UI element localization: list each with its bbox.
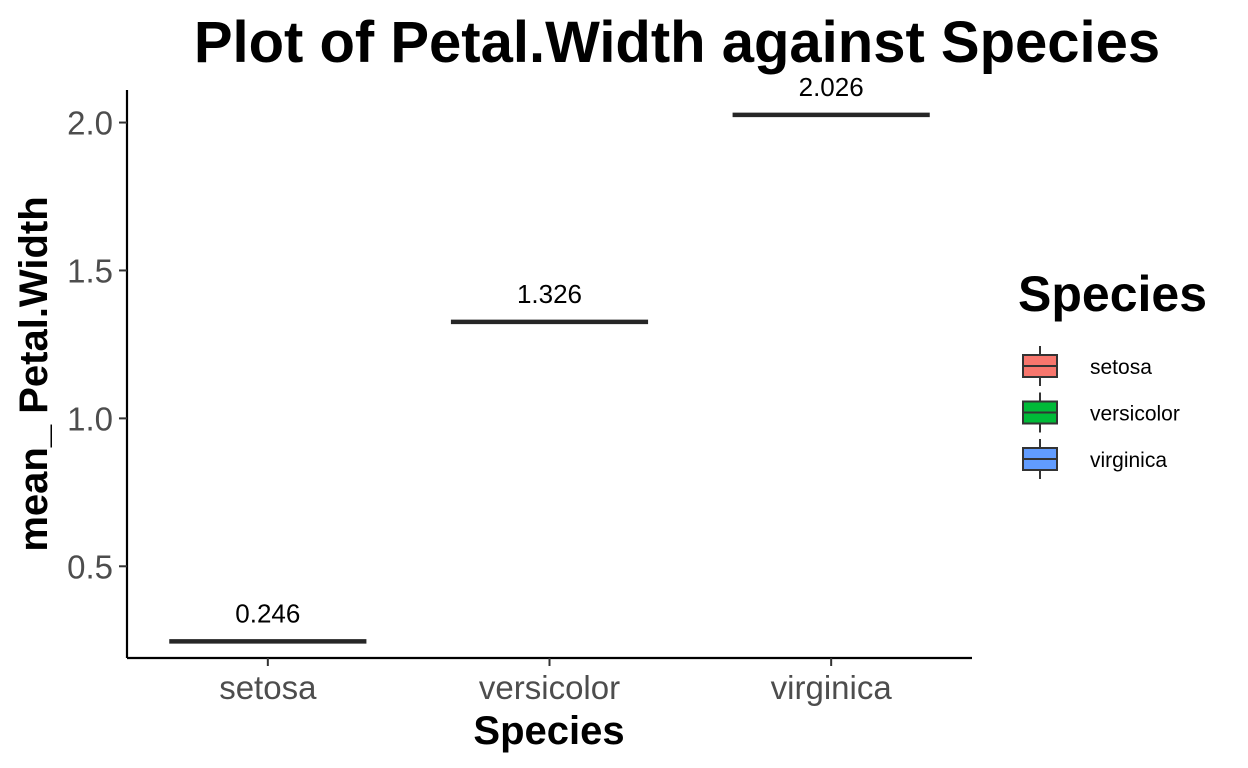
legend-label-virginica: virginica (1090, 449, 1167, 472)
legend-item-virginica: virginica (1022, 439, 1167, 479)
data-label-versicolor: 1.326 (517, 279, 582, 309)
chart-title: Plot of Petal.Width against Species (194, 10, 1160, 75)
x-tick-label-setosa: setosa (219, 669, 317, 706)
legend-item-versicolor: versicolor (1022, 392, 1180, 433)
y-axis-ticks: 0.5 1.0 1.5 2.0 (67, 105, 127, 585)
x-axis-title: Species (473, 709, 624, 753)
data-label-setosa: 0.246 (235, 598, 300, 628)
y-tick-label: 1.0 (67, 400, 113, 437)
x-tick-label-virginica: virginica (771, 669, 893, 706)
y-axis-title: mean_ Petal.Width (12, 196, 56, 551)
legend-label-versicolor: versicolor (1090, 403, 1180, 426)
plot-area: 0.246 1.326 2.026 0.5 1.0 1.5 2.0 setosa versi… (67, 72, 972, 706)
legend-item-setosa: setosa (1022, 346, 1152, 386)
legend: Species setosa versicolor virginica (1018, 266, 1207, 479)
y-tick-label: 0.5 (67, 548, 113, 585)
legend-key-versicolor (1022, 392, 1058, 433)
y-tick-label: 2.0 (67, 105, 113, 142)
data-label-virginica: 2.026 (799, 72, 864, 102)
y-tick-label: 1.5 (67, 252, 113, 289)
legend-items: setosa versicolor virginica (1022, 346, 1180, 479)
legend-title: Species (1018, 266, 1207, 322)
x-tick-label-versicolor: versicolor (479, 669, 620, 706)
legend-label-setosa: setosa (1090, 356, 1152, 379)
x-axis-ticks: setosa versicolor virginica (219, 658, 892, 706)
mean-markers: 0.246 1.326 2.026 (169, 72, 930, 644)
legend-key-setosa (1022, 346, 1058, 386)
legend-key-virginica (1022, 439, 1058, 479)
